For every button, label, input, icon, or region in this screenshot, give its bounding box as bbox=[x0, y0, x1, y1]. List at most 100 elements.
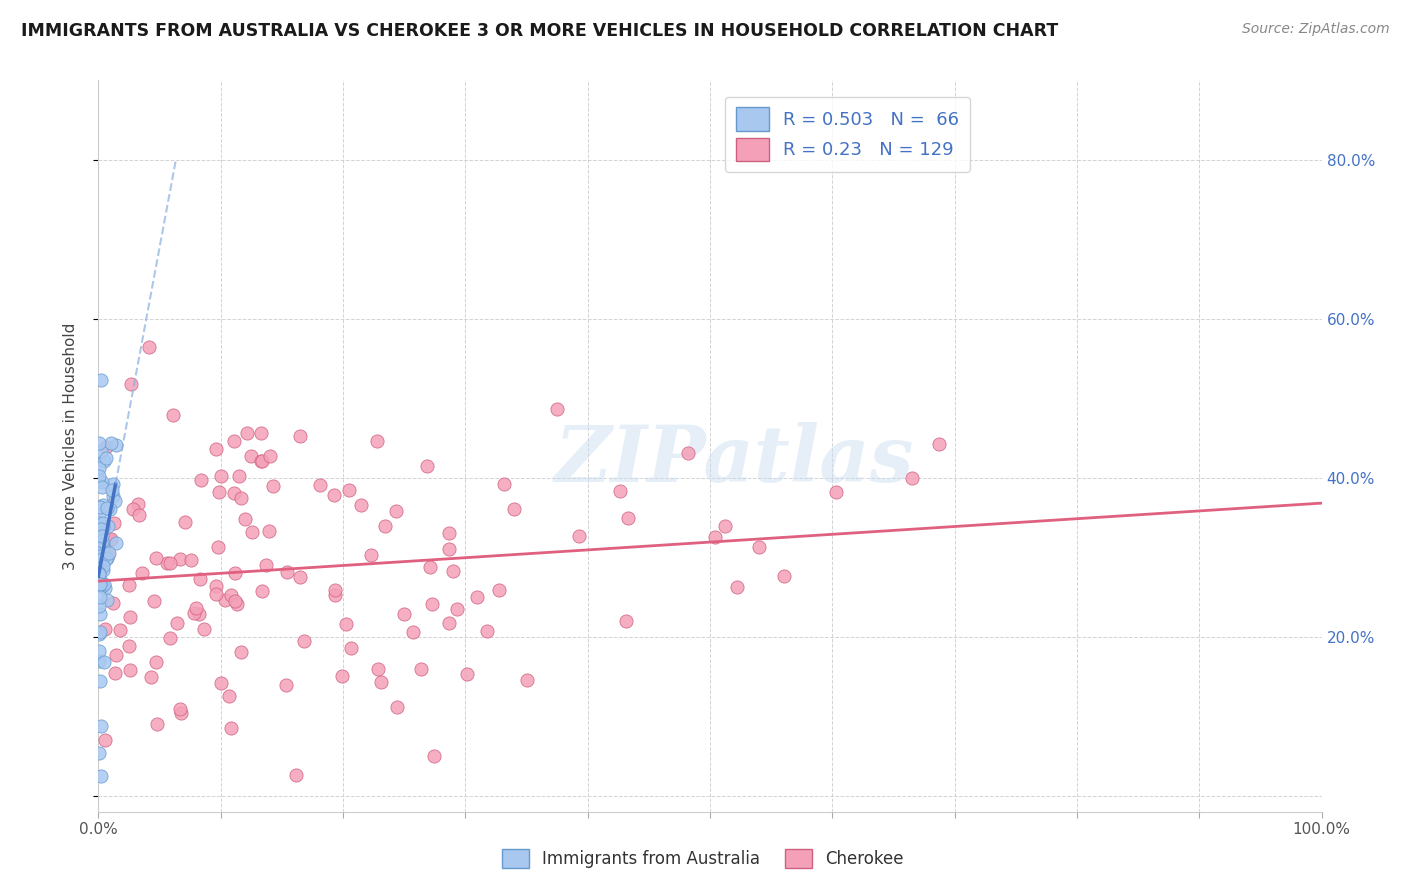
Point bbox=[370, 675, 392, 690]
Point bbox=[170, 706, 193, 721]
Point bbox=[205, 587, 228, 601]
Point bbox=[104, 493, 127, 508]
Point bbox=[173, 515, 195, 529]
Point bbox=[219, 721, 242, 735]
Point bbox=[439, 541, 461, 556]
Point bbox=[100, 532, 122, 546]
Point bbox=[97, 518, 120, 533]
Point bbox=[89, 516, 111, 530]
Point bbox=[94, 581, 117, 595]
Point bbox=[162, 408, 184, 422]
Point bbox=[96, 551, 118, 566]
Point bbox=[101, 477, 124, 491]
Point bbox=[276, 566, 298, 580]
Point bbox=[156, 557, 179, 571]
Point bbox=[402, 625, 425, 640]
Point bbox=[226, 597, 249, 611]
Point bbox=[240, 449, 263, 463]
Point bbox=[446, 602, 468, 616]
Text: IMMIGRANTS FROM AUSTRALIA VS CHEROKEE 3 OR MORE VEHICLES IN HOUSEHOLD CORRELATIO: IMMIGRANTS FROM AUSTRALIA VS CHEROKEE 3 … bbox=[21, 22, 1059, 40]
Point bbox=[94, 440, 117, 454]
Point bbox=[93, 577, 115, 591]
Point bbox=[103, 516, 125, 531]
Point bbox=[250, 584, 273, 599]
Point bbox=[825, 485, 848, 500]
Point bbox=[274, 678, 297, 692]
Point bbox=[772, 568, 794, 582]
Point bbox=[91, 563, 114, 577]
Point bbox=[89, 577, 111, 591]
Point bbox=[209, 676, 232, 690]
Point bbox=[385, 504, 408, 518]
Point bbox=[224, 486, 246, 500]
Point bbox=[101, 490, 124, 504]
Point bbox=[330, 669, 353, 683]
Point bbox=[91, 475, 114, 489]
Point bbox=[87, 627, 110, 641]
Point bbox=[89, 673, 111, 688]
Point bbox=[103, 596, 125, 610]
Point bbox=[188, 572, 211, 586]
Point bbox=[374, 518, 396, 533]
Point bbox=[204, 442, 226, 457]
Point bbox=[118, 639, 141, 653]
Point bbox=[385, 699, 408, 714]
Point bbox=[91, 552, 114, 566]
Point bbox=[120, 376, 142, 391]
Point bbox=[250, 426, 273, 441]
Y-axis label: 3 or more Vehicles in Household: 3 or more Vehicles in Household bbox=[63, 322, 77, 570]
Point bbox=[93, 623, 115, 637]
Point bbox=[159, 631, 181, 645]
Point bbox=[87, 559, 110, 574]
Point bbox=[100, 533, 122, 547]
Point bbox=[87, 746, 110, 760]
Point bbox=[703, 530, 725, 544]
Point bbox=[93, 732, 115, 747]
Point bbox=[437, 525, 460, 540]
Point bbox=[89, 500, 111, 514]
Point bbox=[366, 434, 388, 449]
Point bbox=[145, 550, 167, 565]
Point bbox=[367, 662, 389, 676]
Point bbox=[209, 469, 232, 483]
Point bbox=[91, 498, 114, 512]
Point bbox=[516, 673, 538, 687]
Point bbox=[91, 529, 114, 543]
Point bbox=[492, 477, 515, 491]
Point bbox=[254, 558, 277, 573]
Point bbox=[94, 552, 117, 566]
Point bbox=[416, 459, 439, 474]
Point bbox=[323, 588, 346, 602]
Point bbox=[616, 614, 638, 628]
Point bbox=[219, 588, 242, 602]
Point bbox=[96, 548, 118, 562]
Point bbox=[335, 617, 357, 632]
Point bbox=[423, 749, 446, 764]
Point bbox=[89, 573, 111, 587]
Text: ZIPatlas: ZIPatlas bbox=[555, 423, 914, 499]
Point bbox=[117, 577, 139, 591]
Point bbox=[87, 469, 110, 483]
Point bbox=[294, 634, 316, 648]
Point bbox=[131, 566, 153, 581]
Point bbox=[290, 429, 312, 443]
Point bbox=[502, 502, 524, 516]
Point bbox=[91, 559, 114, 574]
Point bbox=[616, 511, 638, 525]
Point bbox=[145, 655, 167, 669]
Point bbox=[224, 593, 246, 607]
Point bbox=[180, 552, 202, 566]
Point bbox=[90, 373, 112, 387]
Point bbox=[609, 484, 631, 499]
Point bbox=[228, 469, 250, 483]
Point bbox=[236, 425, 259, 440]
Point bbox=[467, 590, 489, 604]
Point bbox=[89, 590, 111, 604]
Point bbox=[89, 576, 111, 591]
Point bbox=[104, 648, 127, 663]
Point bbox=[90, 522, 112, 536]
Point bbox=[222, 434, 245, 449]
Point bbox=[98, 546, 121, 560]
Point bbox=[94, 451, 117, 466]
Point bbox=[419, 559, 441, 574]
